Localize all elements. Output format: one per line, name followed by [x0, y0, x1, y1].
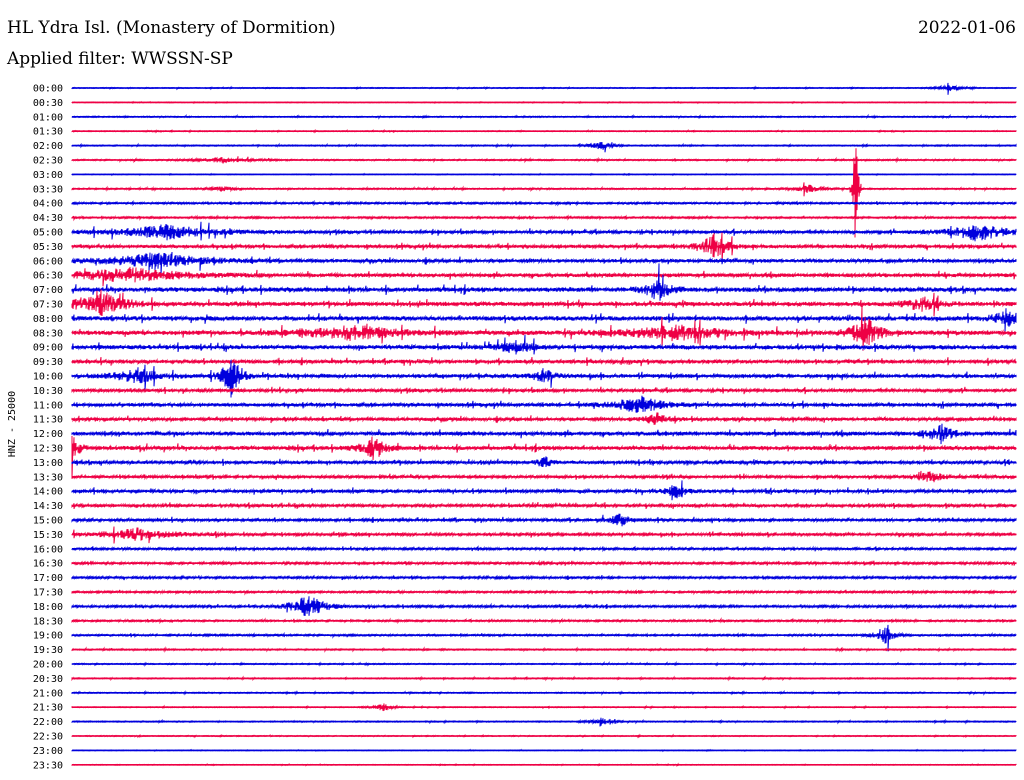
time-label: 15:30 — [33, 530, 63, 541]
time-label: 21:00 — [33, 688, 63, 699]
time-label: 11:00 — [33, 400, 63, 411]
time-label: 07:00 — [33, 285, 63, 296]
time-label: 23:30 — [33, 760, 63, 771]
time-label: 10:30 — [33, 386, 63, 397]
time-label: 00:30 — [33, 98, 63, 109]
time-label: 01:00 — [33, 112, 63, 123]
time-label: 19:30 — [33, 645, 63, 656]
time-label: 22:30 — [33, 732, 63, 743]
time-label: 10:00 — [33, 372, 63, 383]
time-label: 16:00 — [33, 544, 63, 555]
time-label: 02:00 — [33, 141, 63, 152]
time-label: 21:30 — [33, 703, 63, 714]
time-label: 03:00 — [33, 170, 63, 181]
time-label: 13:00 — [33, 458, 63, 469]
time-label: 16:30 — [33, 559, 63, 570]
record-date: 2022-01-06 — [917, 18, 1016, 38]
time-label: 01:30 — [33, 127, 63, 138]
trace-line — [71, 266, 1017, 287]
time-label: 11:30 — [33, 415, 63, 426]
trace-line — [71, 263, 1017, 301]
time-labels: 00:00 00:30 01:00 01:30 02:00 02:30 03:00 03:30… — [33, 84, 63, 772]
time-label: 15:00 — [33, 516, 63, 527]
time-label: 09:00 — [33, 343, 63, 354]
station-title: HL Ydra Isl. (Monastery of Dormition) — [7, 18, 336, 38]
trace-line — [71, 82, 1017, 95]
time-label: 17:00 — [33, 573, 63, 584]
time-label: 22:00 — [33, 717, 63, 728]
time-label: 00:00 — [33, 84, 63, 95]
time-label: 18:30 — [33, 616, 63, 627]
time-label: 07:30 — [33, 300, 63, 311]
trace-line — [71, 624, 1017, 652]
time-label: 08:30 — [33, 328, 63, 339]
y-axis-label: HNZ - 25000 — [7, 391, 18, 457]
time-label: 18:00 — [33, 602, 63, 613]
time-label: 06:00 — [33, 256, 63, 267]
time-label: 06:30 — [33, 271, 63, 282]
helicorder-traces — [71, 82, 1017, 768]
time-label: 04:30 — [33, 213, 63, 224]
time-label: 12:30 — [33, 444, 63, 455]
time-label: 02:30 — [33, 156, 63, 167]
time-label: 19:00 — [33, 631, 63, 642]
time-label: 13:30 — [33, 472, 63, 483]
time-label: 20:00 — [33, 660, 63, 671]
filter-label: Applied filter: WWSSN-SP — [7, 49, 233, 69]
time-label: 23:00 — [33, 746, 63, 757]
trace-line — [71, 480, 1017, 501]
time-label: 05:30 — [33, 242, 63, 253]
time-label: 14:00 — [33, 487, 63, 498]
time-label: 08:00 — [33, 314, 63, 325]
trace-line — [71, 251, 1017, 275]
time-label: 17:30 — [33, 588, 63, 599]
time-label: 03:30 — [33, 184, 63, 195]
time-label: 05:00 — [33, 228, 63, 239]
time-label: 12:00 — [33, 429, 63, 440]
time-label: 09:30 — [33, 357, 63, 368]
time-label: 04:00 — [33, 199, 63, 210]
trace-line — [71, 142, 1017, 153]
trace-line — [71, 289, 1017, 317]
time-label: 20:30 — [33, 674, 63, 685]
time-label: 14:30 — [33, 501, 63, 512]
